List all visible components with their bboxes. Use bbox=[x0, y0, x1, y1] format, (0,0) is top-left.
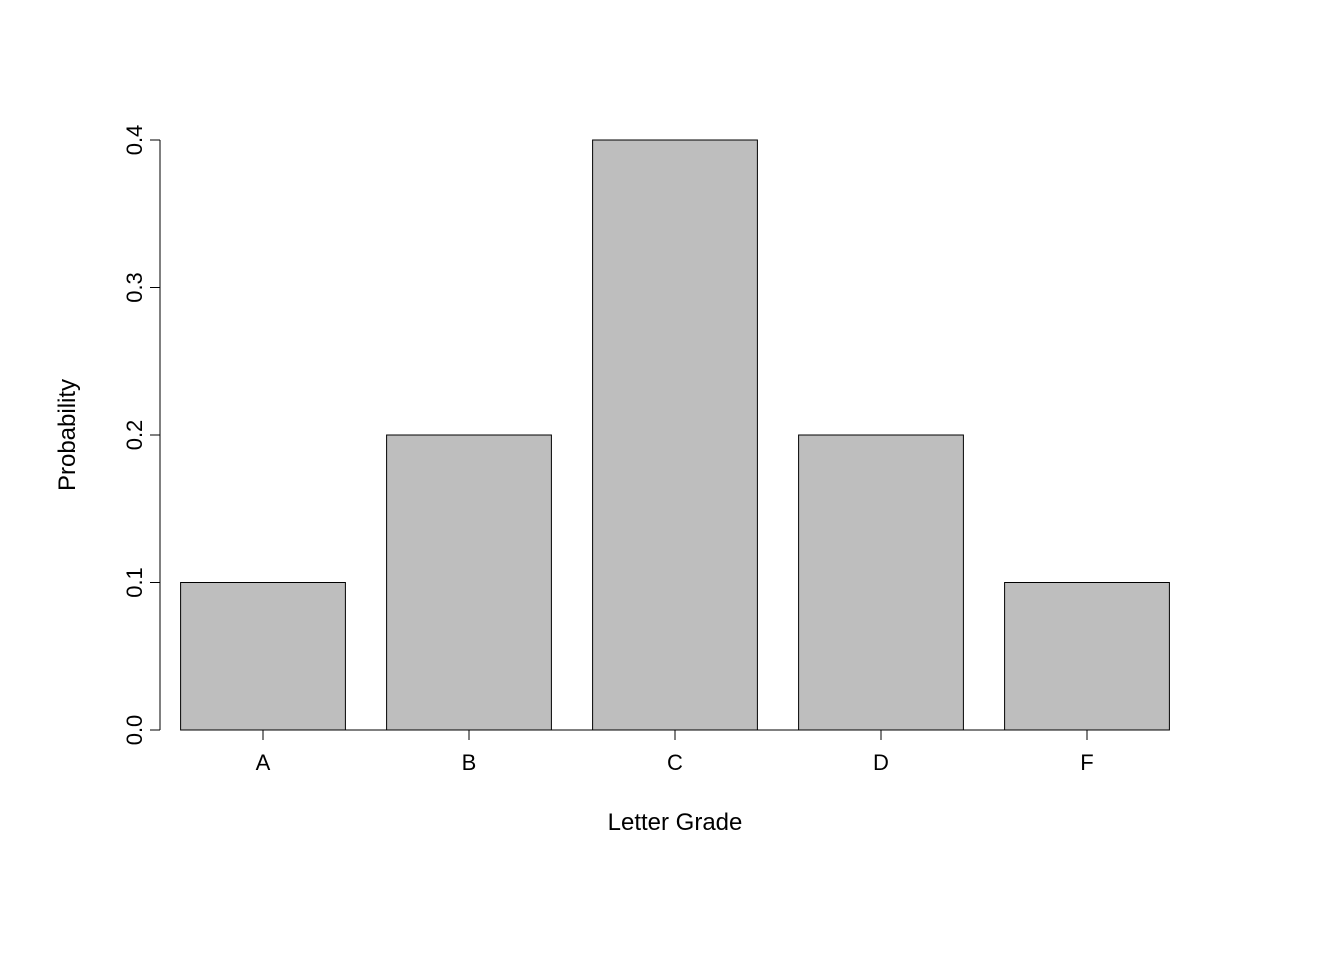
x-axis-label: Letter Grade bbox=[608, 809, 743, 836]
bar bbox=[181, 583, 346, 731]
bar bbox=[799, 435, 964, 730]
y-tick-label: 0.1 bbox=[122, 567, 147, 598]
bar bbox=[593, 140, 758, 730]
y-axis-label: Probability bbox=[54, 379, 81, 491]
bar-chart: 0.0 0.1 0.2 0.3 0.4 A B C D F Letter Grade Probabil… bbox=[0, 0, 1344, 960]
x-tick-label: B bbox=[462, 750, 477, 775]
y-tick-label: 0.2 bbox=[122, 420, 147, 451]
bar bbox=[1005, 583, 1170, 731]
chart-svg: 0.0 0.1 0.2 0.3 0.4 A B C D F Letter Grade Probabil… bbox=[0, 0, 1344, 960]
y-tick-label: 0.3 bbox=[122, 272, 147, 303]
x-tick-label: C bbox=[667, 750, 683, 775]
bar bbox=[387, 435, 552, 730]
x-tick-label: A bbox=[256, 750, 271, 775]
x-tick-label: F bbox=[1080, 750, 1093, 775]
y-tick-label: 0.4 bbox=[122, 125, 147, 156]
y-tick-label: 0.0 bbox=[122, 715, 147, 746]
x-tick-label: D bbox=[873, 750, 889, 775]
